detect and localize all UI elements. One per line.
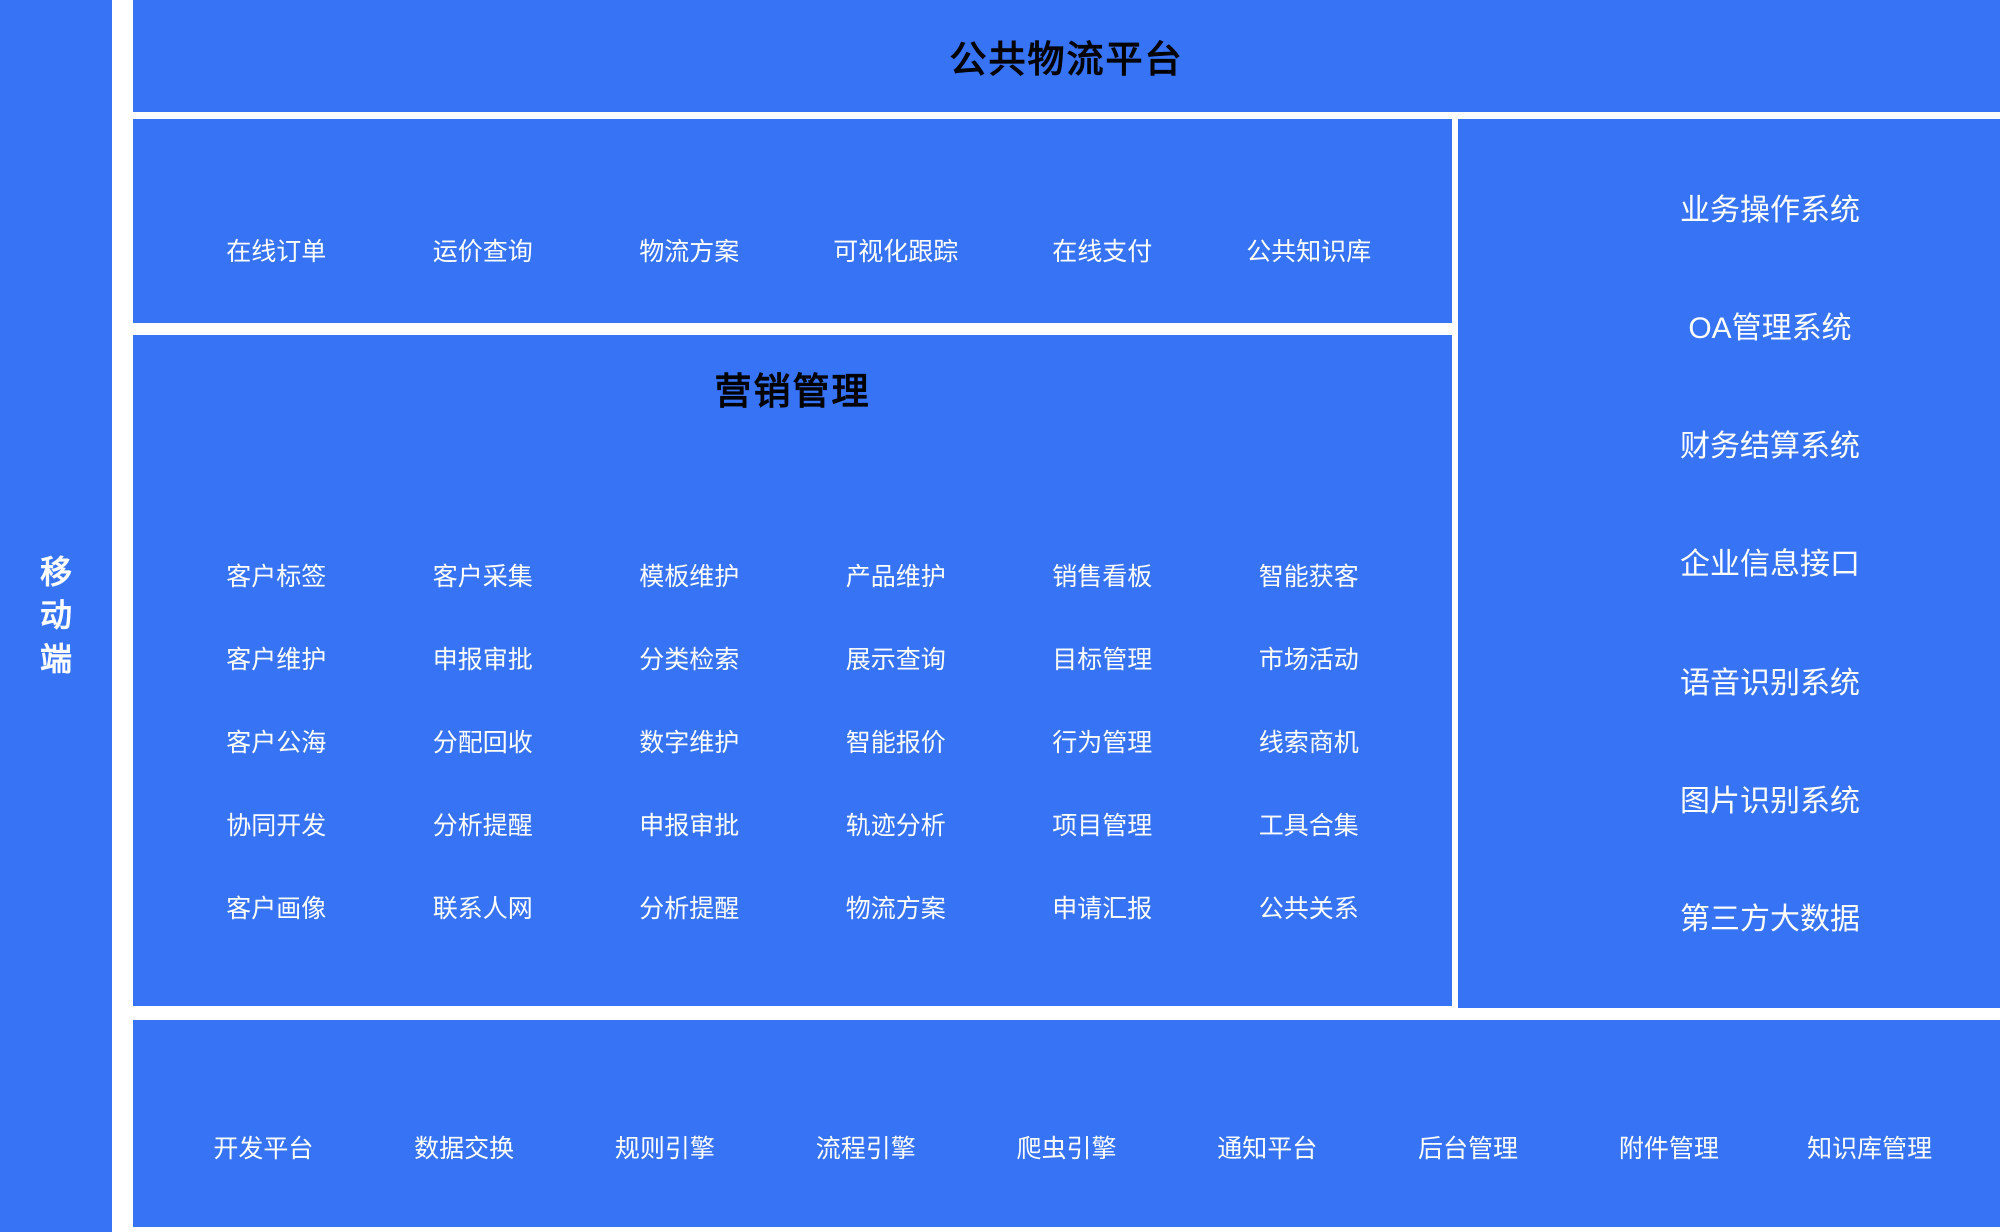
platform-service-item: 附件管理 [1618,1134,1719,1163]
logistics-menu-item: 物流方案 [639,238,740,266]
marketing-item: 客户画像 [226,894,327,923]
external-system-item: 企业信息接口 [1680,548,1860,582]
marketing-item: 模板维护 [639,562,740,591]
marketing-item: 分类检索 [639,645,740,674]
marketing-item: 客户维护 [226,645,327,674]
marketing-item: 智能获客 [1258,562,1359,591]
marketing-item: 公共关系 [1258,894,1359,923]
marketing-management-title: 营销管理 [714,371,871,412]
marketing-item: 销售看板 [1052,562,1153,591]
mobile-sidebar-label: 移动端 [40,554,73,677]
external-system-item: 财务结算系统 [1680,430,1860,464]
marketing-item: 分析提醒 [639,894,740,923]
marketing-item: 工具合集 [1258,811,1359,840]
marketing-item: 目标管理 [1052,645,1153,674]
marketing-item: 分析提醒 [432,811,533,840]
marketing-item: 申报审批 [432,645,533,674]
logistics-menu-item: 运价查询 [432,238,533,266]
marketing-item: 客户公海 [226,728,327,757]
public-logistics-platform-title: 公共物流平台 [949,39,1184,80]
platform-service-item: 数据交换 [414,1134,515,1163]
marketing-item: 轨迹分析 [845,811,946,840]
mobile-sidebar: 移动端 [0,0,112,1232]
logistics-menu-item: 在线支付 [1052,238,1153,266]
marketing-item: 行为管理 [1052,728,1153,757]
marketing-item: 项目管理 [1052,811,1153,840]
platform-services-bar: 开发平台 数据交换 规则引擎 流程引擎 爬虫引擎 通知平台 后台管理 附件管理 … [133,1020,2000,1227]
platform-service-item: 后台管理 [1418,1134,1519,1163]
marketing-management-panel: 营销管理 客户标签 客户采集 模板维护 产品维护 销售看板 智能获客 客户维护 … [133,335,1452,1006]
external-system-item: OA管理系统 [1688,312,1852,346]
platform-service-item: 通知平台 [1217,1134,1318,1163]
marketing-item: 客户采集 [432,562,533,591]
marketing-item: 联系人网 [432,894,533,923]
platform-service-item: 知识库管理 [1807,1134,1933,1163]
marketing-item: 数字维护 [639,728,740,757]
platform-service-item: 开发平台 [213,1134,314,1163]
marketing-item: 申请汇报 [1052,894,1153,923]
marketing-item: 产品维护 [845,562,946,591]
marketing-item: 申报审批 [639,811,740,840]
logistics-menu-bar: 在线订单 运价查询 物流方案 可视化跟踪 在线支付 公共知识库 [133,119,1452,323]
marketing-item: 协同开发 [226,811,327,840]
platform-service-item: 规则引擎 [614,1134,715,1163]
public-logistics-platform-bar: 公共物流平台 [133,0,2000,112]
marketing-items-grid: 客户标签 客户采集 模板维护 产品维护 销售看板 智能获客 客户维护 申报审批 … [173,533,1412,948]
marketing-item: 展示查询 [845,645,946,674]
platform-service-item: 流程引擎 [815,1134,916,1163]
external-system-item: 语音识别系统 [1680,666,1860,700]
marketing-item: 智能报价 [845,728,946,757]
marketing-item: 线索商机 [1258,728,1359,757]
marketing-item: 市场活动 [1258,645,1359,674]
external-systems-panel: 业务操作系统 OA管理系统 财务结算系统 企业信息接口 语音识别系统 图片识别系… [1458,119,2000,1008]
logistics-menu-item: 可视化跟踪 [833,238,959,266]
external-system-item: 第三方大数据 [1680,902,1860,936]
marketing-item: 客户标签 [226,562,327,591]
logistics-menu-item: 公共知识库 [1246,238,1372,266]
platform-service-item: 爬虫引擎 [1016,1134,1117,1163]
logistics-menu-item: 在线订单 [226,238,327,266]
marketing-item: 分配回收 [432,728,533,757]
external-system-item: 图片识别系统 [1680,784,1860,818]
external-system-item: 业务操作系统 [1680,194,1860,227]
marketing-item: 物流方案 [845,894,946,923]
